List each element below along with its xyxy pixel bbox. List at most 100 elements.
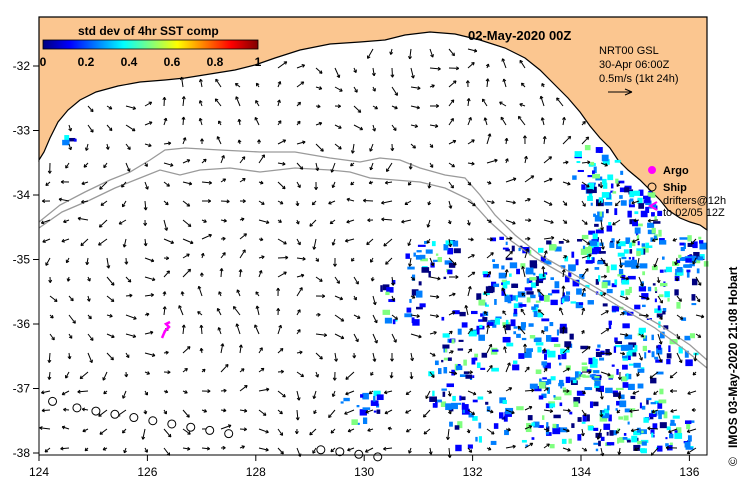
x-tick-label: 124 <box>29 465 49 479</box>
current-arrow <box>182 116 185 126</box>
current-arrow-head <box>338 125 342 129</box>
sst-pixel <box>452 310 460 315</box>
sst-pixel <box>561 266 566 269</box>
current-arrow-head <box>187 223 192 227</box>
current-arrow-head <box>389 51 394 55</box>
sst-pixel <box>598 275 601 282</box>
sst-pixel <box>550 403 556 408</box>
sst-pixel <box>665 437 668 440</box>
sst-pixel <box>572 379 577 384</box>
sst-pixel <box>550 299 558 306</box>
current-arrow-head <box>77 216 81 221</box>
sst-pixel <box>520 322 527 328</box>
current-arrow-head <box>48 279 53 283</box>
sst-pixel <box>651 334 654 341</box>
current-arrow <box>182 253 190 259</box>
current-arrow-head <box>365 409 369 414</box>
current-arrow-head <box>429 164 434 168</box>
current-arrow-head <box>331 393 336 397</box>
current-arrow <box>686 447 697 454</box>
current-arrow-head <box>517 115 522 120</box>
current-arrow-head <box>118 221 123 225</box>
sst-pixel <box>600 436 605 441</box>
sst-pixel <box>617 241 626 247</box>
sst-pixel <box>553 343 561 348</box>
sst-pixel <box>575 302 583 309</box>
sst-pixel <box>629 198 634 202</box>
current-arrow <box>543 200 553 206</box>
current-arrow <box>182 447 191 450</box>
current-arrow-head <box>238 344 243 348</box>
current-arrow-head <box>372 358 377 362</box>
sst-pixel <box>459 395 462 401</box>
current-arrow <box>619 333 629 336</box>
sst-pixel <box>556 329 560 336</box>
current-arrow <box>61 238 70 243</box>
sst-pixel <box>684 420 692 424</box>
current-arrow <box>296 371 304 378</box>
sst-pixel <box>64 135 70 141</box>
sst-pixel <box>684 441 691 448</box>
sst-pixel <box>594 215 603 222</box>
sst-pixel <box>501 265 505 270</box>
current-arrow-head <box>265 220 270 225</box>
sst-pixel <box>539 295 544 301</box>
sst-pixel <box>518 247 521 252</box>
current-arrow-head <box>143 411 148 415</box>
sst-pixel <box>599 415 608 422</box>
current-arrow-head <box>546 428 550 432</box>
current-arrow-head <box>70 297 74 302</box>
current-arrow <box>296 81 305 88</box>
current-arrow-head <box>332 377 337 381</box>
current-arrow-head <box>548 156 552 160</box>
sst-pixel <box>626 344 633 351</box>
current-arrow-head <box>340 318 345 322</box>
current-arrow-head <box>490 409 494 414</box>
current-arrow-head <box>110 356 114 361</box>
current-arrow <box>448 80 457 88</box>
sst-pixel <box>646 398 649 405</box>
sst-pixel <box>385 291 390 296</box>
current-arrow-head <box>295 202 300 207</box>
sst-pixel <box>647 192 656 198</box>
current-arrow <box>163 306 166 316</box>
current-arrow-head <box>346 197 350 202</box>
current-arrow-head <box>603 274 608 279</box>
current-arrow-head <box>489 365 493 369</box>
current-arrow-head <box>503 346 507 350</box>
current-arrow-head <box>696 298 701 303</box>
sst-pixel <box>614 159 621 163</box>
sst-pixel <box>615 178 619 184</box>
current-arrow-head <box>596 436 601 440</box>
current-arrow <box>296 257 306 260</box>
sst-pixel <box>538 273 543 279</box>
current-arrow <box>600 219 603 231</box>
sst-pixel <box>589 248 598 255</box>
current-arrow-head <box>258 270 263 274</box>
sst-pixel <box>541 393 547 399</box>
current-arrow <box>600 162 608 167</box>
current-arrow-head <box>483 291 488 295</box>
current-arrow <box>467 271 476 278</box>
current-arrow-head <box>218 291 222 295</box>
current-arrow-head <box>131 127 136 132</box>
current-arrow <box>42 238 51 243</box>
current-arrow <box>410 333 422 338</box>
current-arrow-head <box>471 61 475 66</box>
ship-legend-icon <box>647 182 657 192</box>
sst-pixel <box>542 364 546 368</box>
current-arrow-head <box>190 240 194 245</box>
sst-pixel <box>599 357 605 361</box>
current-arrow-head <box>344 411 348 415</box>
legend-drifters-1: drifters@12h <box>663 195 726 207</box>
current-arrow-head <box>216 136 221 140</box>
current-arrow-head <box>357 109 362 113</box>
current-arrow <box>258 388 270 392</box>
current-arrow-head <box>280 369 284 374</box>
current-arrow <box>239 178 246 183</box>
sst-pixel <box>457 328 462 335</box>
sst-pixel <box>686 269 691 273</box>
current-arrow-head <box>581 330 585 334</box>
sst-pixel <box>595 351 602 358</box>
sst-pixel <box>599 242 604 246</box>
